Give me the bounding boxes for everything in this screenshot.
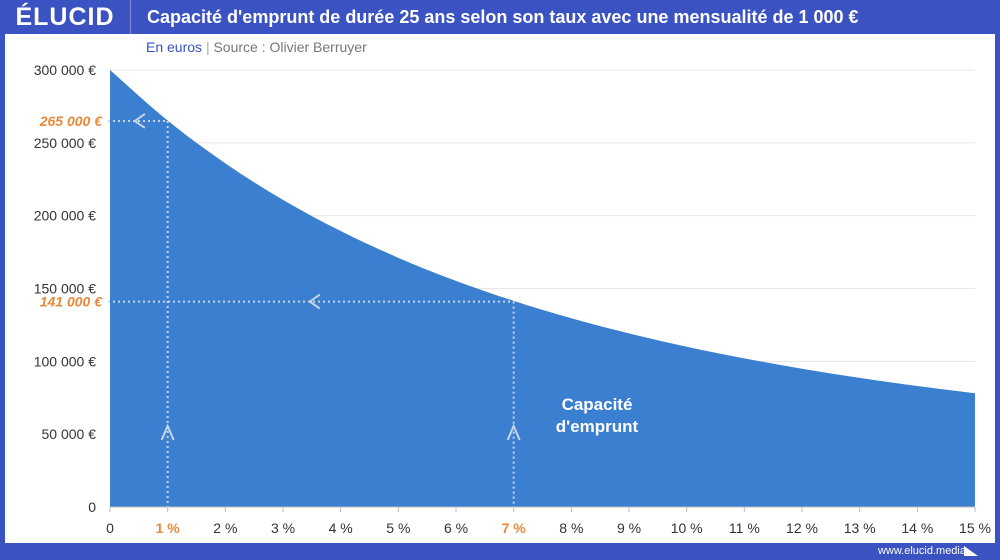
flag-icon	[964, 546, 978, 556]
area-series	[110, 70, 975, 507]
annotation-label: 141 000 €	[40, 294, 103, 310]
separator: |	[205, 39, 210, 55]
x-tick-label: 0	[106, 520, 114, 536]
elucid-logo: ÉLUCID	[0, 0, 131, 34]
arrow-left-icon	[308, 293, 321, 310]
x-tick-label: 13 %	[844, 520, 876, 536]
chart-title: Capacité d'emprunt de durée 25 ans selon…	[147, 6, 859, 27]
y-tick-label: 250 000 €	[34, 135, 96, 151]
annotation-label: 265 000 €	[39, 113, 103, 129]
x-tick-label: 10 %	[671, 520, 703, 536]
y-tick-label: 100 000 €	[34, 353, 96, 369]
series-label: Capacité	[562, 395, 633, 414]
arrow-up-icon	[506, 423, 521, 441]
x-tick-label: 2 %	[213, 520, 237, 536]
x-tick-label: 4 %	[329, 520, 353, 536]
source-label: Source : Olivier Berruyer	[213, 39, 367, 55]
x-tick-label: 12 %	[786, 520, 818, 536]
x-tick-label: 7 %	[502, 520, 527, 536]
subtitle: En euros | Source : Olivier Berruyer	[146, 39, 367, 55]
y-tick-label: 150 000 €	[34, 281, 96, 297]
y-tick-label: 50 000 €	[42, 426, 97, 442]
y-tick-label: 0	[88, 499, 96, 515]
series-label: d'emprunt	[556, 417, 639, 436]
arrow-left-icon	[133, 113, 146, 129]
footer-url[interactable]: www.elucid.media	[877, 545, 966, 557]
x-tick-label: 9 %	[617, 520, 641, 536]
header-bar: ÉLUCID Capacité d'emprunt de durée 25 an…	[0, 0, 1000, 34]
x-tick-label: 11 %	[729, 520, 760, 536]
arrow-up-icon	[160, 423, 175, 441]
x-tick-label: 1 %	[156, 520, 181, 536]
x-tick-label: 15 %	[959, 520, 991, 536]
x-tick-label: 14 %	[901, 520, 933, 536]
y-tick-label: 300 000 €	[34, 62, 96, 78]
x-tick-label: 3 %	[271, 520, 295, 536]
x-tick-label: 8 %	[559, 520, 583, 536]
x-tick-label: 5 %	[386, 520, 410, 536]
x-tick-label: 6 %	[444, 520, 468, 536]
y-tick-label: 200 000 €	[34, 208, 96, 224]
unit-label: En euros	[146, 39, 203, 55]
